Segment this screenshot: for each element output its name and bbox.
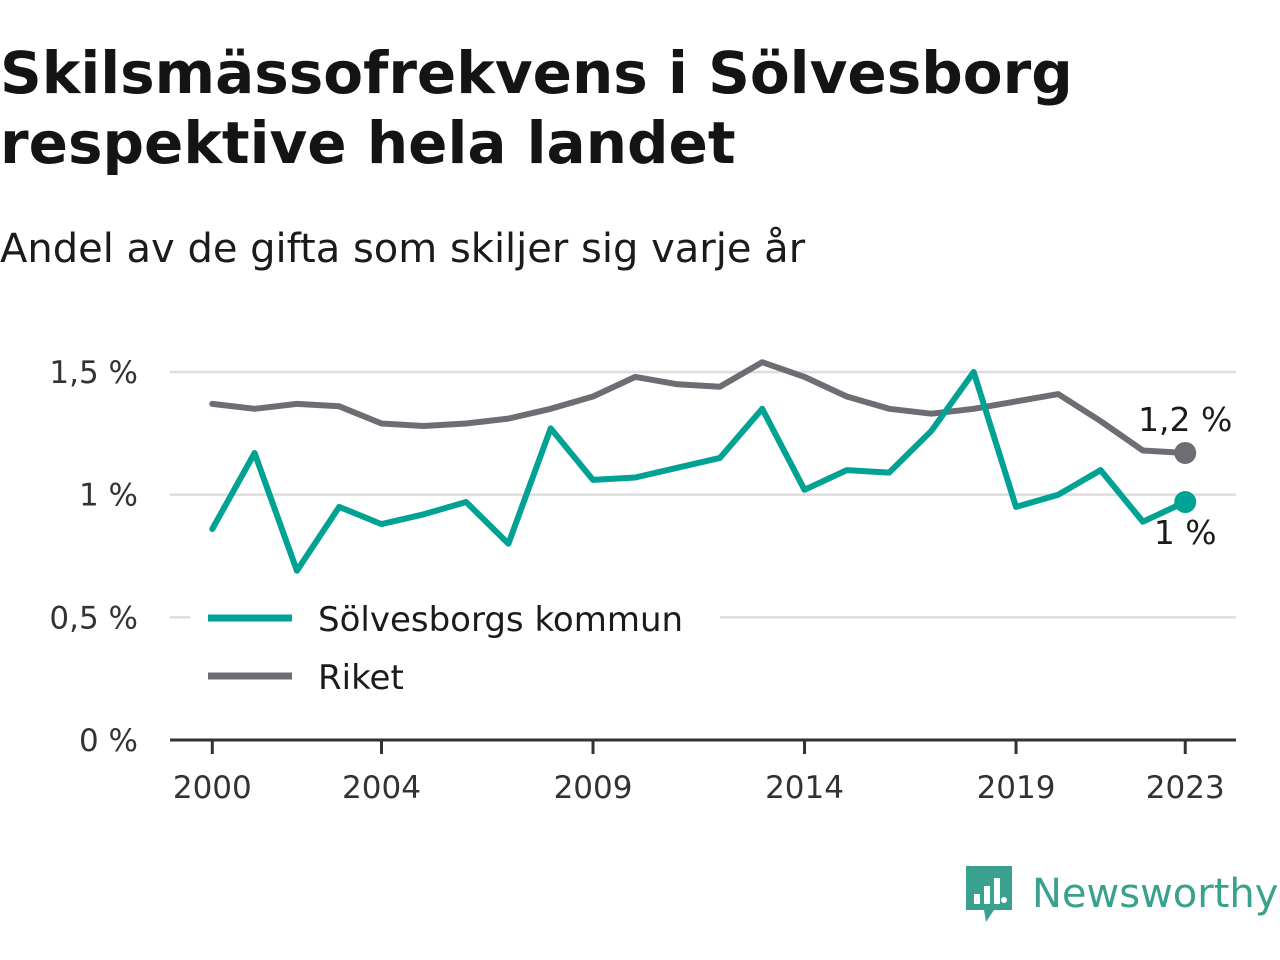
- brand-name: Newsworthy: [1032, 871, 1279, 917]
- x-tick-label: 2019: [977, 770, 1056, 806]
- end-label-riket: 1,2 %: [1138, 400, 1232, 439]
- legend-label-solvesborg: Sölvesborgs kommun: [318, 600, 683, 640]
- newsworthy-logo-icon: [966, 866, 1012, 922]
- legend-background: [190, 588, 720, 708]
- series-line-riket: [209, 359, 1189, 456]
- x-tick-label: 2000: [173, 770, 252, 806]
- y-tick-label: 0,5 %: [49, 600, 138, 636]
- axes: 0 % 0,5 % 1 % 1,5 % 2000 2004 2009 2014 2019 2023: [49, 355, 1236, 806]
- series-line-solvesborg: [209, 369, 1189, 574]
- y-tick-label: 0 %: [79, 723, 138, 759]
- x-tick-label: 2009: [554, 770, 633, 806]
- y-tick-label: 1 %: [79, 478, 138, 514]
- line-chart: Sölvesborgs kommun Riket 0 % 0,5 % 1 % 1,5 …: [49, 355, 1236, 806]
- y-tick-label: 1,5 %: [49, 355, 138, 391]
- end-labels: 1,2 % 1 %: [1138, 400, 1232, 552]
- end-label-solvesborg: 1 %: [1154, 513, 1217, 552]
- x-tick-label: 2023: [1146, 770, 1225, 806]
- x-tick-label: 2014: [765, 770, 844, 806]
- brand-logo: Newsworthy: [964, 864, 1278, 924]
- chart-subtitle: Andel av de gifta som skiljer sig varje …: [0, 226, 806, 272]
- legend: Sölvesborgs kommun Riket: [190, 588, 720, 708]
- end-point-riket: [1174, 441, 1197, 464]
- chart-title: Skilsmässofrekvens i Sölvesborg respekti…: [0, 39, 1073, 177]
- legend-label-riket: Riket: [318, 658, 404, 698]
- end-point-solvesborg: [1174, 491, 1197, 514]
- x-tick-label: 2004: [342, 770, 421, 806]
- series: [209, 359, 1197, 574]
